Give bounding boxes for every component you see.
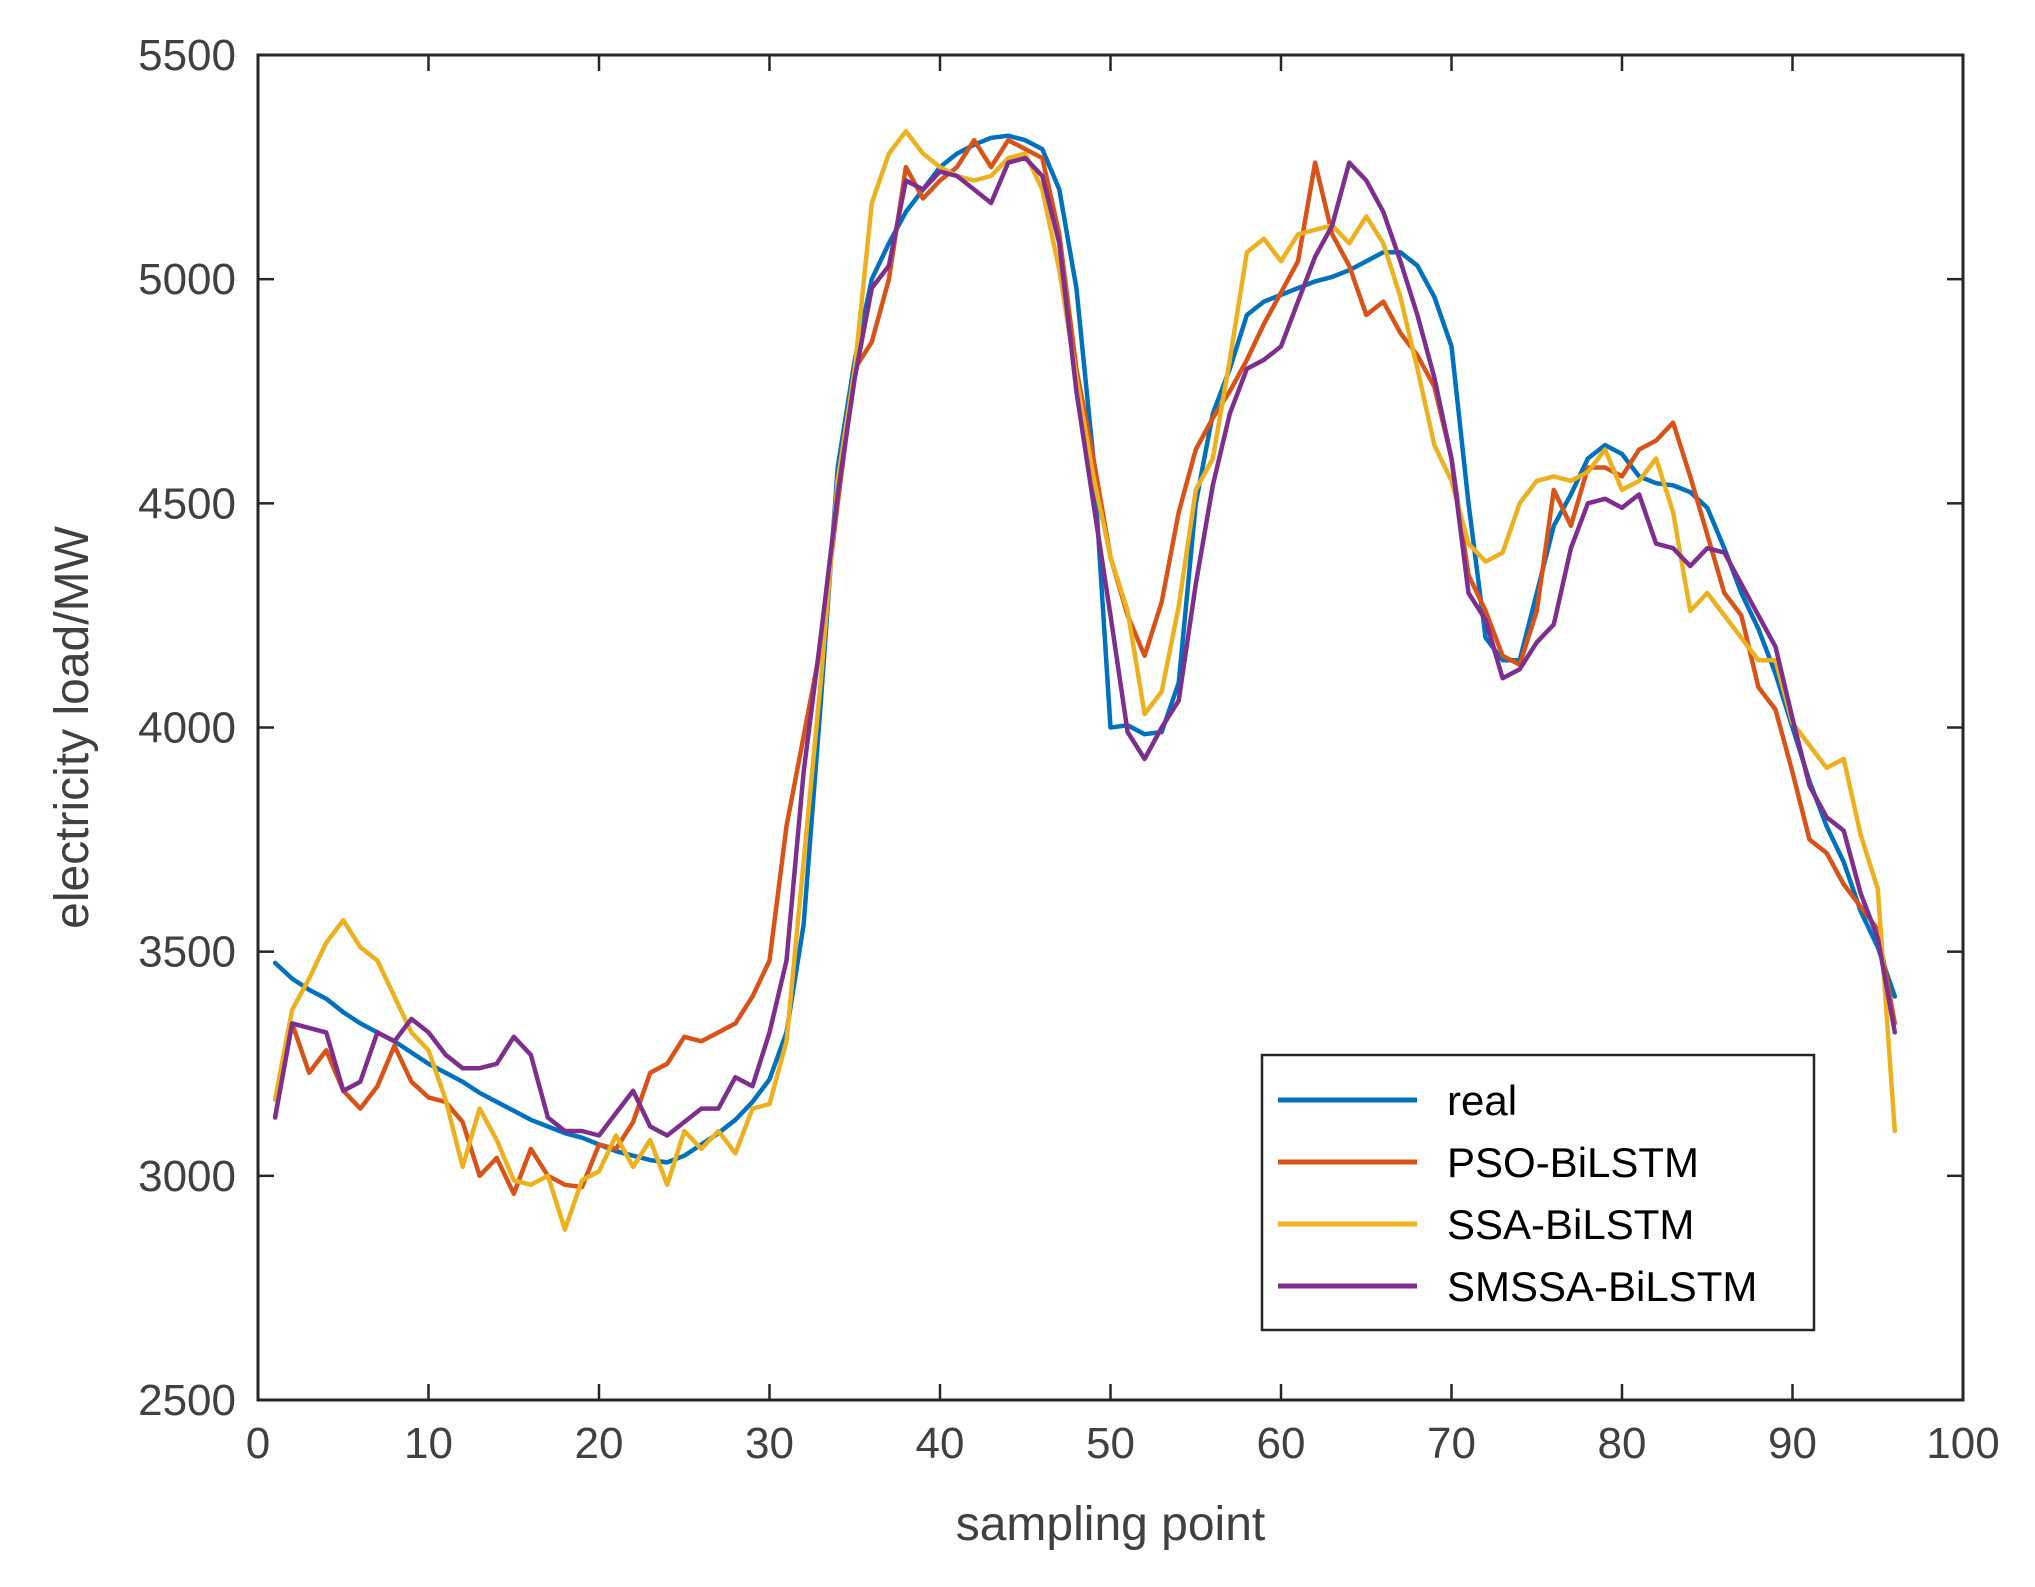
legend-label: SSA-BiLSTM [1447, 1201, 1694, 1248]
series-line-real [272, 133, 1898, 1165]
x-tick-label: 100 [1926, 1419, 1999, 1468]
series-line-pso-bilstm [272, 137, 1898, 1197]
x-tick-label: 10 [404, 1419, 453, 1468]
y-tick-label: 5000 [138, 255, 236, 304]
legend-label: PSO-BiLSTM [1447, 1139, 1699, 1186]
legend-item: SSA-BiLSTM [1278, 1201, 1694, 1248]
x-tick-label: 60 [1257, 1419, 1306, 1468]
x-axis-tick-labels: 0 10 20 30 40 50 60 70 80 90 100 [246, 1419, 2000, 1468]
y-tick-label: 5500 [138, 31, 236, 80]
x-tick-label: 0 [246, 1419, 270, 1468]
series-layer [272, 128, 1898, 1232]
series-line-ssa-bilstm [272, 128, 1898, 1232]
series-line-smssa-bilstm [272, 155, 1898, 1138]
y-axis-label: electricity load/MW [46, 525, 99, 928]
x-axis-label: sampling point [956, 1498, 1266, 1551]
y-tick-label: 4500 [138, 479, 236, 528]
legend-item: PSO-BiLSTM [1278, 1139, 1699, 1186]
x-tick-label: 40 [916, 1419, 965, 1468]
y-axis-tick-labels: 2500 3000 3500 4000 4500 5000 5500 [138, 31, 236, 1425]
x-tick-label: 70 [1427, 1419, 1476, 1468]
x-tick-label: 90 [1768, 1419, 1817, 1468]
axis-ticks [256, 53, 1965, 1402]
x-tick-label: 20 [575, 1419, 624, 1468]
y-tick-label: 4000 [138, 704, 236, 753]
legend: real PSO-BiLSTM SSA-BiLSTM SMSSA-BiLSTM [1260, 1053, 1816, 1332]
legend-label: SMSSA-BiLSTM [1447, 1263, 1757, 1310]
x-tick-label: 50 [1086, 1419, 1135, 1468]
y-tick-label: 3500 [138, 928, 236, 977]
legend-item: SMSSA-BiLSTM [1278, 1263, 1757, 1310]
legend-label: real [1447, 1077, 1517, 1124]
x-tick-label: 80 [1598, 1419, 1647, 1468]
y-tick-label: 3000 [138, 1152, 236, 1201]
y-tick-label: 2500 [138, 1376, 236, 1425]
x-tick-label: 30 [745, 1419, 794, 1468]
legend-item: real [1278, 1077, 1517, 1124]
